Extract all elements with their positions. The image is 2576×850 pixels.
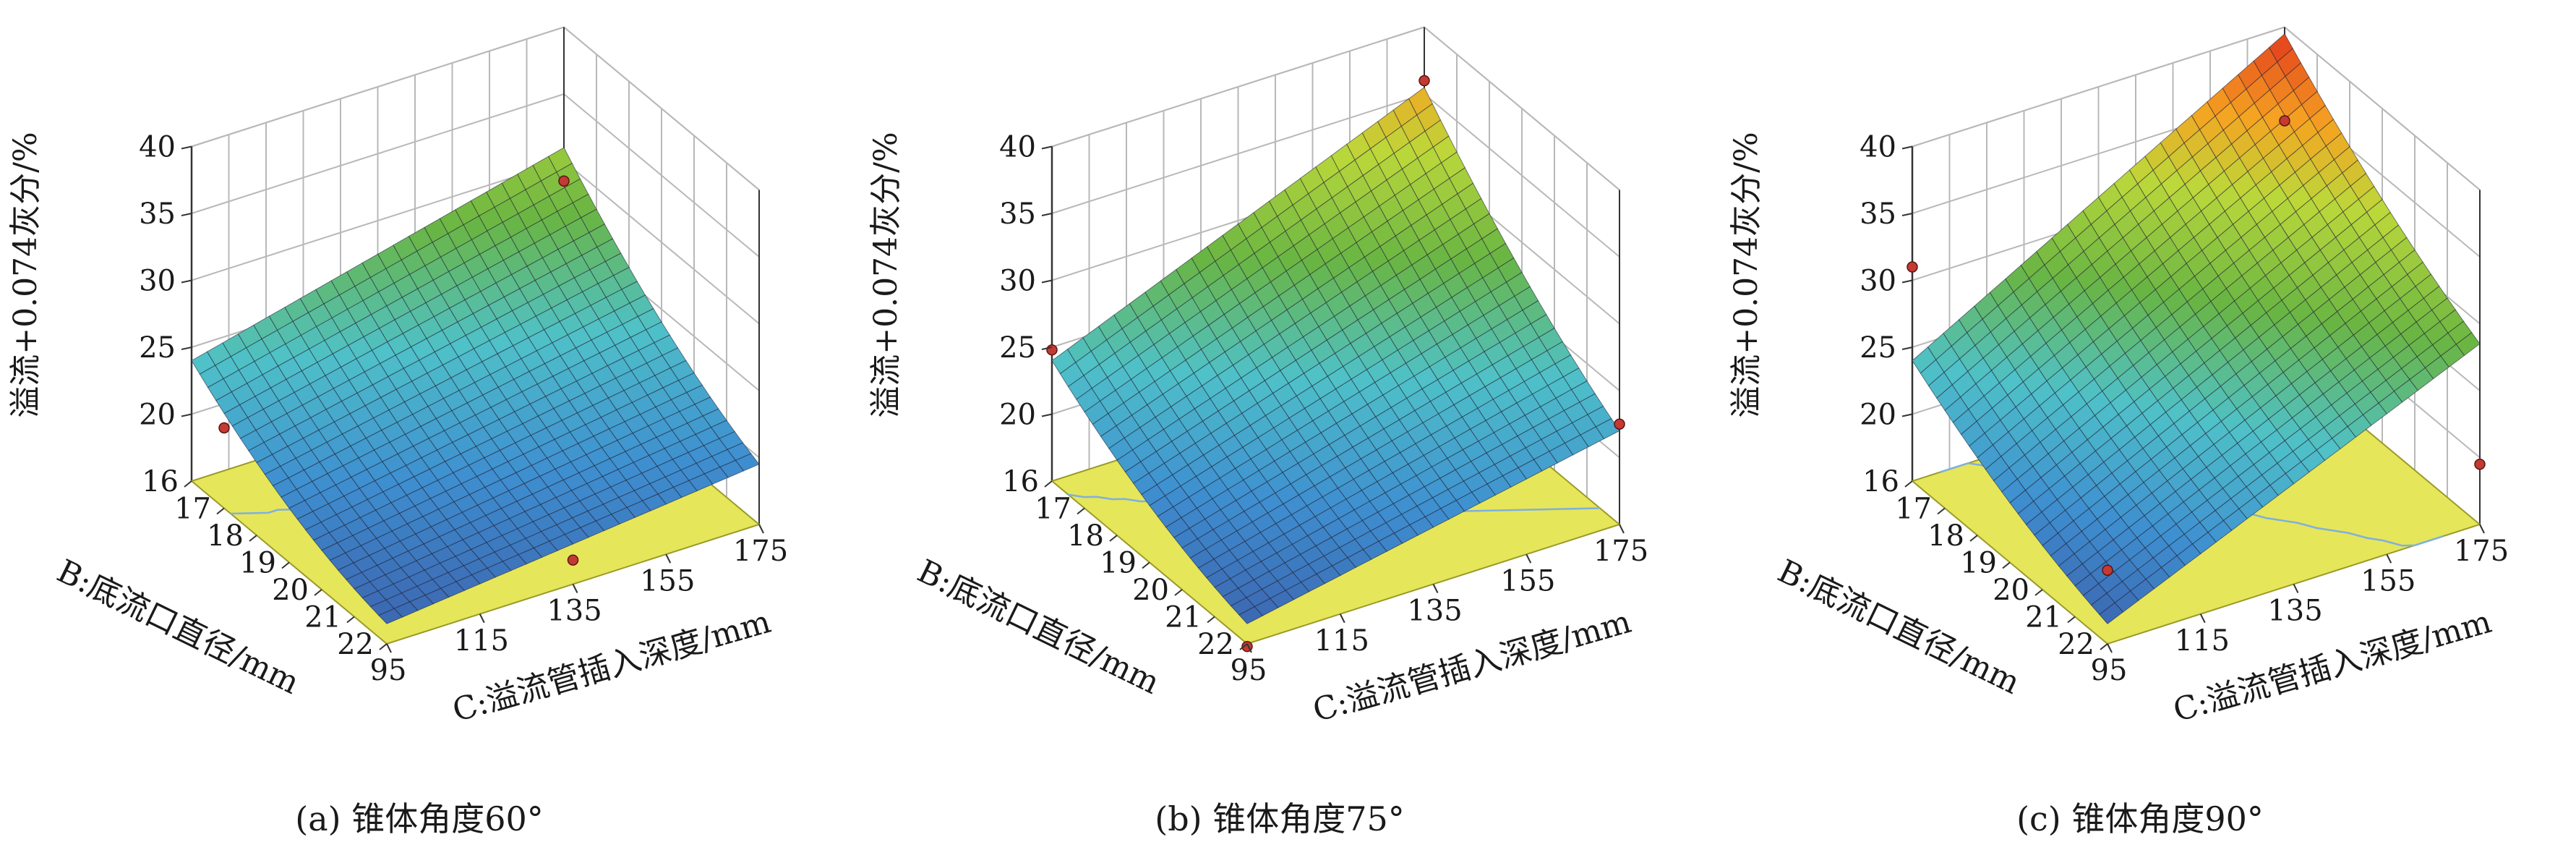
panel-b-c-ticks: 95 115 135 155 175: [1231, 524, 1648, 687]
panel-c-z-tick-label: 20: [1860, 399, 1896, 432]
panel-a-c-tick-label: 175: [733, 535, 788, 568]
panel-a-design-point: [558, 175, 570, 187]
panel-b-z-tick-label: 35: [999, 197, 1036, 231]
panel-b-b-tick-label: 16: [1002, 465, 1039, 498]
panel-c-z-ticks: 20 25 30 35 40: [1860, 131, 1913, 432]
panel-b-design-point: [1046, 344, 1058, 356]
panel-c-z-tick-label: 25: [1860, 331, 1896, 365]
panel-a-design-point: [567, 554, 579, 566]
panel-a-z-tick-label: 30: [139, 265, 176, 298]
panel-b-c-tick-label: 155: [1500, 564, 1555, 598]
panel-c-c-tick-label: 135: [2267, 595, 2322, 628]
panel-c-points: [1907, 115, 2486, 576]
panel-a-points: [218, 175, 579, 566]
panel-a-design-point: [218, 422, 230, 434]
panel-c-c-tick-label: 115: [2175, 624, 2230, 658]
panel-c-b-tick-label: 21: [2025, 601, 2062, 634]
panel-c-b-tick-label: 22: [2058, 628, 2094, 661]
panel-a-b-tick-label: 22: [337, 628, 374, 661]
panel-c-design-point: [2279, 115, 2290, 127]
panel-a-c-tick-label: 95: [370, 654, 407, 687]
panel-b-caption: (b) 锥体角度75°: [1155, 799, 1405, 838]
panel-c-b-tick-label: 17: [1895, 493, 1932, 526]
panel-b-z-tick-label: 25: [999, 331, 1036, 365]
panel-a-c-axis-title: C:溢流管插入深度/mm: [448, 603, 774, 729]
panel-b-b-tick-label: 21: [1165, 601, 1202, 634]
panel-b-c-tick-label: 115: [1314, 624, 1369, 658]
panel-a-b-tick-label: 17: [174, 493, 211, 526]
panel-c-design-point: [2102, 564, 2113, 576]
panel-a-b-tick-label: 19: [239, 547, 276, 580]
panel-b-b-tick-label: 18: [1067, 519, 1104, 553]
panel-a-b-tick-label: 20: [272, 574, 309, 607]
panel-c-z-axis-title: 溢流+0.074灰分/%: [1728, 132, 1765, 417]
panel-c-design-point: [1907, 261, 1918, 273]
panel-a-b-tick-label: 16: [142, 465, 179, 498]
panel-b-c-tick-label: 95: [1231, 654, 1267, 687]
panel-a-z-tick-label: 35: [139, 197, 176, 231]
panel-b-z-axis-title: 溢流+0.074灰分/%: [868, 132, 904, 417]
panel-c-c-ticks: 95 115 135 155 175: [2091, 524, 2509, 687]
panel-a-z-tick-label: 40: [139, 131, 176, 164]
panel-c-z-tick-label: 35: [1860, 197, 1896, 231]
panel-b-surface: [1051, 87, 1620, 624]
panel-a-z-tick-label: 25: [139, 331, 176, 365]
panel-b-b-tick-label: 20: [1132, 574, 1169, 607]
panel-a-b-tick-label: 18: [207, 519, 244, 553]
panel-a-c-ticks: 95 115 135 155 175: [370, 524, 788, 687]
panel-a-z-tick-label: 20: [139, 399, 176, 432]
panel-b-b-tick-label: 17: [1035, 493, 1071, 526]
panel-b-z-tick-label: 20: [999, 399, 1036, 432]
panel-b-b-tick-label: 22: [1197, 628, 1234, 661]
panel-a-surface: [191, 147, 760, 624]
panel-c-b-tick-label: 18: [1927, 519, 1964, 553]
panel-a-c-tick-label: 115: [454, 624, 509, 658]
panel-c-z-tick-label: 30: [1860, 265, 1896, 298]
panel-b-c-axis-title: C:溢流管插入深度/mm: [1309, 603, 1635, 729]
panel-c-c-tick-label: 155: [2361, 564, 2415, 598]
panel-c-caption: (c) 锥体角度90°: [2016, 799, 2264, 838]
panel-a-caption: (a) 锥体角度60°: [295, 799, 543, 838]
panel-a-z-ticks: 20 25 30 35 40: [139, 131, 192, 432]
panel-c-z-tick-label: 40: [1860, 131, 1896, 164]
panel-b-points: [1046, 75, 1625, 653]
panel-a-z-axis-title: 溢流+0.074灰分/%: [7, 132, 44, 417]
panel-c-c-tick-label: 175: [2454, 535, 2509, 568]
panel-c-c-axis-title: C:溢流管插入深度/mm: [2169, 603, 2495, 729]
panel-b-design-point: [1614, 418, 1625, 430]
panel-b-design-point: [1418, 75, 1430, 87]
panel-a-c-tick-label: 135: [547, 595, 602, 628]
panel-b-z-tick-label: 40: [999, 131, 1036, 164]
panel-a-c-tick-label: 155: [640, 564, 695, 598]
panel-b-b-tick-label: 19: [1100, 547, 1137, 580]
panel-b-c-tick-label: 175: [1593, 535, 1648, 568]
panel-b-z-tick-label: 30: [999, 265, 1036, 298]
panel-c-b-tick-label: 19: [1960, 547, 1997, 580]
panel-c-b-tick-label: 16: [1862, 465, 1899, 498]
panel-b-c-tick-label: 135: [1407, 595, 1462, 628]
panel-c-surface: [1912, 33, 2481, 624]
panel-b-z-ticks: 20 25 30 35 40: [999, 131, 1053, 432]
panel-c-c-tick-label: 95: [2091, 654, 2128, 687]
panel-c-design-point: [2474, 459, 2486, 470]
panel-c-b-tick-label: 20: [1993, 574, 2029, 607]
panel-a-b-tick-label: 21: [304, 601, 341, 634]
